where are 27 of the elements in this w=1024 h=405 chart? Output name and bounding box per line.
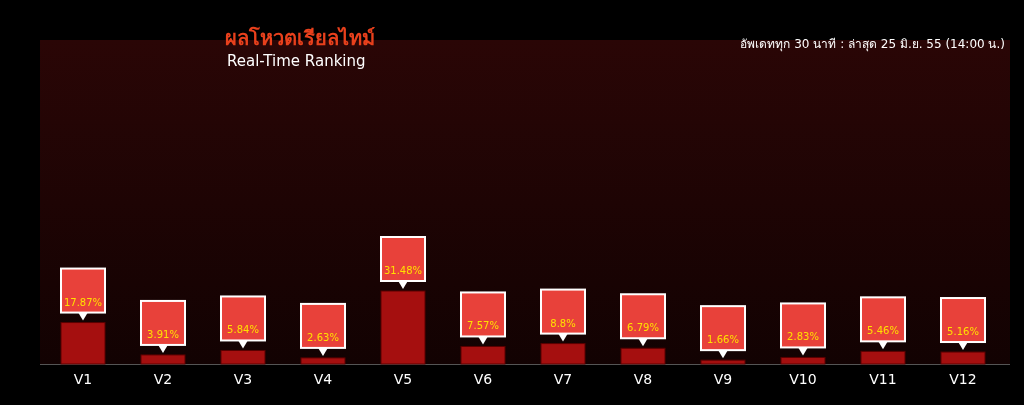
data-label: 17.87% bbox=[63, 296, 103, 308]
chart-subtitle: Real-Time Ranking bbox=[227, 52, 366, 70]
x-tick-label: V2 bbox=[153, 371, 173, 387]
data-label: 5.16% bbox=[947, 326, 979, 338]
x-tick-label: V1 bbox=[73, 371, 93, 387]
x-tick-label: V9 bbox=[713, 371, 733, 387]
x-tick-label: V4 bbox=[313, 371, 333, 387]
x-tick-label: V10 bbox=[789, 371, 817, 387]
x-tick-label: V5 bbox=[393, 371, 413, 387]
x-tick-label: V12 bbox=[949, 371, 977, 387]
data-label: 8.8% bbox=[550, 317, 576, 329]
x-tick-label: V11 bbox=[869, 371, 897, 387]
data-label: 5.46% bbox=[867, 325, 899, 337]
data-label: 2.63% bbox=[307, 331, 339, 343]
data-label: 7.57% bbox=[467, 320, 499, 332]
x-tick-label: V3 bbox=[233, 371, 253, 387]
data-label: 31.48% bbox=[383, 265, 423, 276]
chart-title: ผลโหวตเรียลไทม์ bbox=[225, 26, 375, 50]
data-label: 3.91% bbox=[147, 328, 179, 340]
data-label: 5.84% bbox=[227, 324, 259, 336]
text: อัพเดททุก 30 นาที : ล่าสุด 25 มิ.ย. 55 (14:00 น.) bbox=[740, 37, 1005, 52]
data-label: 2.83% bbox=[787, 331, 819, 343]
x-tick-label: V7 bbox=[553, 371, 573, 387]
data-label: 6.79% bbox=[627, 322, 659, 334]
x-tick-label: V8 bbox=[633, 371, 653, 387]
data-label: 1.66% bbox=[707, 334, 739, 346]
x-tick-label: V6 bbox=[473, 371, 493, 387]
